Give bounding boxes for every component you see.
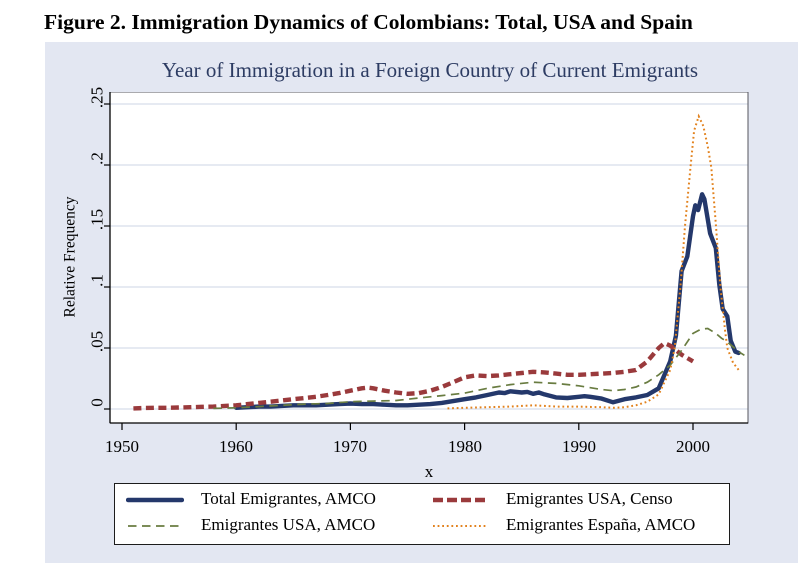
legend-item: Total Emigrantes, AMCO — [126, 488, 416, 510]
x-tick-label: 1970 — [333, 437, 367, 456]
y-axis-title: Relative Frequency — [61, 196, 79, 318]
chart-title: Year of Immigration in a Foreign Country… — [161, 58, 699, 82]
x-tick-label: 1990 — [562, 437, 596, 456]
y-tick-label: .05 — [87, 330, 107, 353]
legend-item: Emigrantes USA, Censo — [431, 488, 726, 510]
x-axis-title: x — [424, 462, 434, 481]
series-usa-censo — [133, 340, 695, 411]
plot-area — [110, 92, 748, 423]
y-tick-label: .1 — [87, 274, 107, 287]
legend-line-sample-usa-amco — [128, 525, 182, 527]
x-tick-label: 1980 — [448, 437, 482, 456]
x-tick-label: 1960 — [219, 437, 253, 456]
y-tick-label: 0 — [87, 398, 107, 407]
series-total-amco — [233, 192, 741, 410]
line-chart — [104, 92, 749, 430]
legend-label: Total Emigrantes, AMCO — [201, 489, 376, 508]
series-usa-amco — [213, 327, 745, 410]
legend-line-sample-espana-amco — [433, 525, 487, 527]
legend-line-sample-total-amco — [126, 497, 184, 503]
legend-label: Emigrantes USA, AMCO — [201, 515, 376, 534]
legend-item: Emigrantes USA, AMCO — [126, 514, 416, 536]
figure-heading: Figure 2. Immigration Dynamics of Colomb… — [44, 10, 693, 34]
x-tick-label: 2000 — [676, 437, 710, 456]
legend-item: Emigrantes España, AMCO — [431, 514, 726, 536]
chart-figure: Year of Immigration in a Foreign Country… — [45, 42, 798, 563]
y-tick-label: .15 — [87, 208, 107, 231]
legend-label: Emigrantes España, AMCO — [506, 515, 696, 534]
legend-line-sample-usa-censo — [433, 497, 487, 503]
legend: Total Emigrantes, AMCO Emigrantes USA, C… — [114, 483, 730, 545]
y-tick-label: .2 — [87, 152, 107, 165]
y-tick-label: .25 — [87, 86, 107, 109]
legend-label: Emigrantes USA, Censo — [506, 489, 673, 508]
x-tick-label: 1950 — [105, 437, 139, 456]
